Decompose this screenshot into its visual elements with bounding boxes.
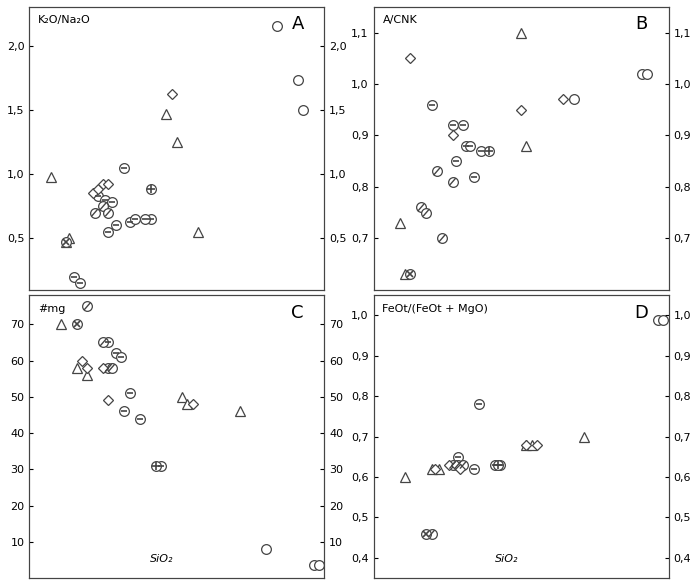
- Text: A: A: [291, 15, 304, 33]
- Text: #mg: #mg: [38, 304, 66, 314]
- Text: D: D: [634, 304, 648, 322]
- Text: SiO₂: SiO₂: [151, 554, 174, 564]
- Text: K₂O/Na₂O: K₂O/Na₂O: [38, 15, 91, 25]
- Text: SiO₂: SiO₂: [495, 554, 518, 564]
- Text: B: B: [636, 15, 648, 33]
- Text: FeOt/(FeOt + MgO): FeOt/(FeOt + MgO): [383, 304, 489, 314]
- Text: A/CNK: A/CNK: [383, 15, 417, 25]
- Text: C: C: [291, 304, 304, 322]
